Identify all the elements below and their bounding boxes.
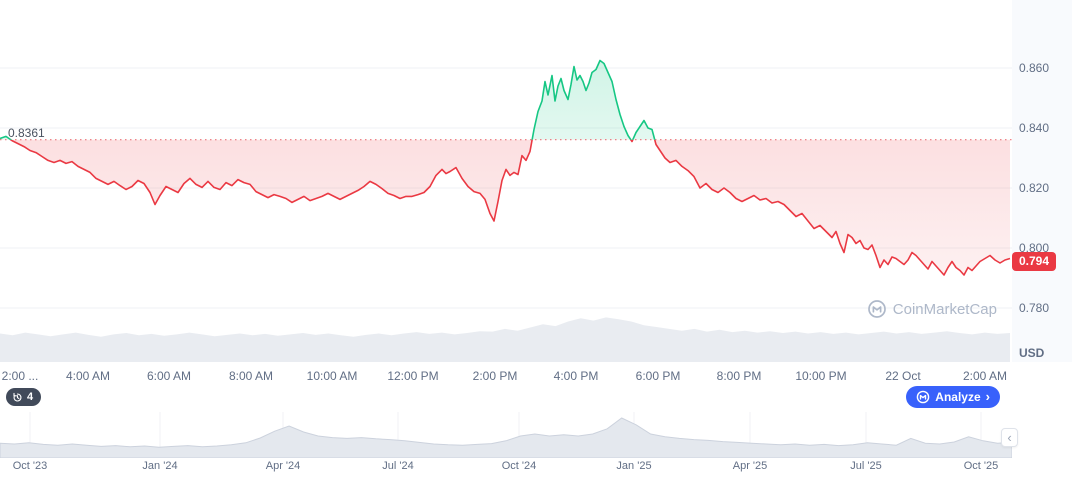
price-chart-canvas[interactable] — [0, 0, 1012, 362]
last-price-badge: 0.794 — [1012, 252, 1057, 272]
time-axis[interactable]: 2:00 ... 4:00 AM 6:00 AM 8:00 AM 10:00 AM 12:… — [0, 362, 1012, 388]
time-axis-label: 2:00 PM — [472, 369, 518, 383]
watermark-text: CoinMarketCap — [892, 300, 997, 318]
time-axis-label: 10:00 AM — [306, 369, 358, 383]
y-axis-label: 0.840 — [1019, 121, 1050, 135]
y-axis-label: 0.820 — [1019, 181, 1050, 195]
time-axis-label: 6:00 AM — [146, 369, 192, 383]
watermark: CoinMarketCap — [867, 299, 997, 319]
time-axis-label: 8:00 PM — [716, 369, 762, 383]
coinmarketcap-logo-icon — [916, 390, 930, 404]
navigator-axis-label: Oct '23 — [12, 460, 48, 472]
coinmarketcap-logo-icon — [867, 300, 886, 318]
navigator-axis-label: Jan '25 — [616, 460, 652, 472]
navigator-axis-label: Oct '25 — [963, 460, 999, 472]
chevron-right-icon: › — [985, 389, 990, 404]
chevron-left-icon: ‹ — [1007, 430, 1012, 445]
navigator-canvas[interactable] — [0, 412, 1012, 458]
navigator-axis-label: Jul '25 — [850, 460, 882, 472]
time-axis-label: 12:00 PM — [387, 369, 439, 383]
history-pill[interactable]: 4 — [6, 388, 42, 406]
history-clock-icon — [13, 392, 22, 402]
time-axis-label: 2:00 ... — [1, 369, 39, 383]
history-count: 4 — [27, 391, 34, 403]
time-axis-label: 4:00 AM — [65, 369, 111, 383]
y-axis-label: 0.780 — [1019, 301, 1050, 315]
currency-unit-label: USD — [1019, 346, 1045, 360]
navigator-axis: Oct '23 Jan '24 Apr '24 Jul '24 Oct '24 Jan '… — [0, 458, 1012, 476]
time-axis-label: 2:00 AM — [962, 369, 1008, 383]
time-axis-label: 6:00 PM — [635, 369, 681, 383]
time-axis-label: 10:00 PM — [795, 369, 847, 383]
navigator-collapse-button[interactable]: ‹ — [1001, 428, 1018, 447]
y-axis-label: 0.800 — [1019, 241, 1050, 255]
navigator-axis-label: Apr '24 — [265, 460, 301, 472]
price-axis[interactable]: USD 0.860 0.840 0.820 0.800 0.780 — [1012, 0, 1072, 362]
navigator-axis-label: Jan '24 — [142, 460, 178, 472]
analyze-label: Analyze — [935, 390, 981, 404]
navigator-axis-label: Apr '25 — [732, 460, 768, 472]
navigator-axis-label: Jul '24 — [382, 460, 414, 472]
analyze-button[interactable]: Analyze › — [906, 386, 1000, 408]
navigator-axis-label: Oct '24 — [501, 460, 537, 472]
time-axis-label: 4:00 PM — [553, 369, 599, 383]
time-axis-label: 8:00 AM — [228, 369, 274, 383]
y-axis-label: 0.860 — [1019, 61, 1050, 75]
time-axis-label: 22 Oct — [885, 369, 921, 383]
previous-close-label: 0.8361 — [8, 126, 45, 140]
